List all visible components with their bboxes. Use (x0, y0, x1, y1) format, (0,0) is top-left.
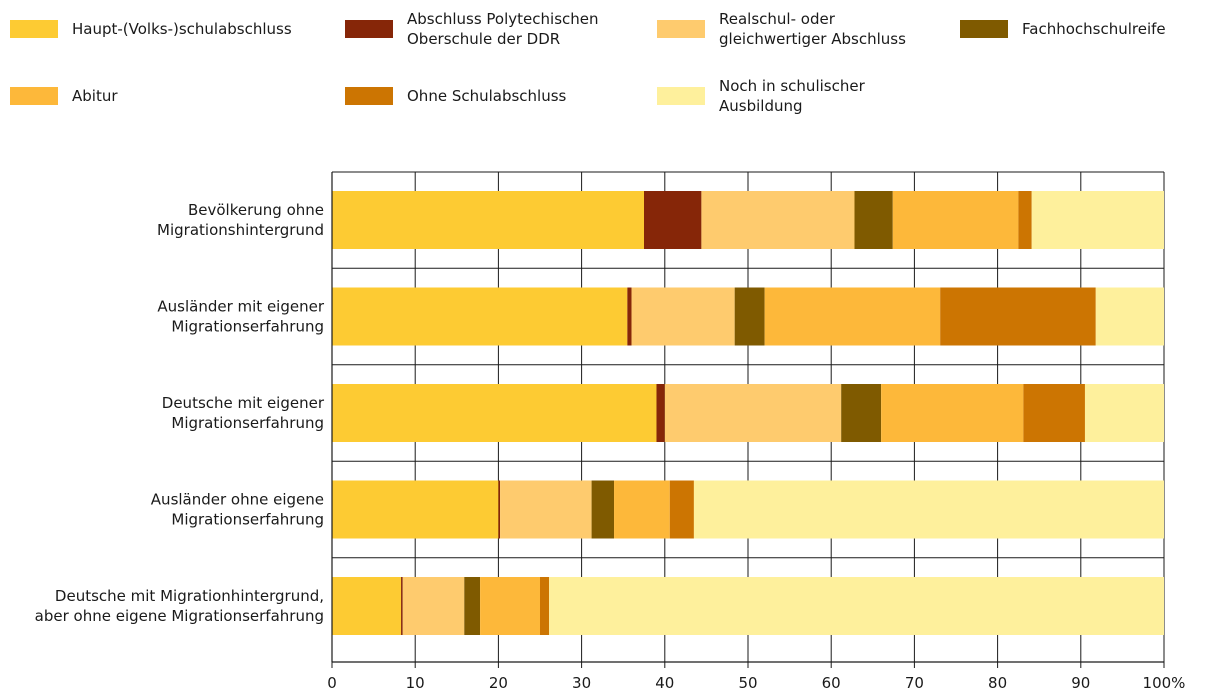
bar-segment (500, 480, 592, 539)
category-labels: Bevölkerung ohne Migrationshintergrund Aus… (35, 201, 325, 625)
legend-label: Abitur (72, 87, 118, 105)
legend-swatch (657, 20, 705, 38)
x-tick-label: 90 (1071, 674, 1090, 692)
legend-item: Fachhochschulreife (960, 20, 1166, 38)
bars (332, 191, 1164, 635)
legend-swatch (10, 87, 58, 105)
bar-segment (540, 577, 550, 635)
bar-segment (591, 480, 615, 539)
bar-segment (734, 287, 765, 346)
bar-segment (464, 577, 481, 635)
bar-segment (881, 384, 1024, 442)
x-tick-label: 70 (905, 674, 924, 692)
legend: Haupt-(Volks-)schulabschluss Abschluss Po… (10, 10, 1166, 115)
legend-swatch (345, 20, 393, 38)
x-tick-label: 30 (572, 674, 591, 692)
legend-item: Abschluss Polytechischen Oberschule der D… (345, 10, 599, 48)
bar-segment (627, 287, 632, 346)
bar-segment (1084, 384, 1164, 442)
legend-label: Realschul- oder gleichwertiger Abschluss (719, 10, 906, 48)
legend-label: Fachhochschulreife (1022, 20, 1166, 38)
bar-segment (332, 384, 657, 442)
x-tick-label: 50 (738, 674, 757, 692)
legend-item: Realschul- oder gleichwertiger Abschluss (657, 10, 906, 48)
bar-segment (332, 191, 644, 249)
bar-segment (332, 480, 499, 539)
bar-segment (332, 287, 628, 346)
x-tick-label: 80 (988, 674, 1007, 692)
bar-segment (401, 577, 403, 635)
category-label: Deutsche mit Migrationhintergrund, aber o… (35, 587, 324, 625)
category-label: Bevölkerung ohne Migrationshintergrund (157, 201, 324, 239)
bar-segment (841, 384, 882, 442)
bar-segment (669, 480, 694, 539)
legend-item: Haupt-(Volks-)schulabschluss (10, 20, 292, 38)
legend-item: Noch in schulischer Ausbildung (657, 77, 866, 115)
legend-item: Ohne Schulabschluss (345, 87, 567, 105)
legend-swatch (10, 20, 58, 38)
bar-segment (656, 384, 665, 442)
bar-segment (332, 577, 402, 635)
legend-label: Noch in schulischer Ausbildung (719, 77, 866, 115)
bar-segment (1031, 191, 1164, 249)
legend-label: Ohne Schulabschluss (407, 87, 567, 105)
x-tick-label: 60 (822, 674, 841, 692)
bar-segment (644, 191, 702, 249)
bar-segment (614, 480, 670, 539)
plot-area (331, 171, 1165, 668)
x-tick-label: 20 (489, 674, 508, 692)
bar-segment (480, 577, 540, 635)
legend-item: Abitur (10, 87, 118, 105)
x-tick-label: 100% (1143, 674, 1186, 692)
legend-swatch (960, 20, 1008, 38)
bar-segment (764, 287, 941, 346)
bar-segment (940, 287, 1096, 346)
bar-segment (1018, 191, 1032, 249)
axes (331, 172, 1165, 668)
x-tick-label: 0 (327, 674, 337, 692)
category-label: Ausländer ohne eigene Migrationserfahrung (151, 491, 324, 529)
bar-segment (631, 287, 735, 346)
legend-label: Haupt-(Volks-)schulabschluss (72, 20, 292, 38)
bar-segment (664, 384, 842, 442)
legend-swatch (345, 87, 393, 105)
x-tick-labels: 0 10 20 30 40 50 60 70 80 90 100% (327, 674, 1185, 692)
x-tick-label: 40 (655, 674, 674, 692)
bar-segment (1095, 287, 1164, 346)
bar-segment (892, 191, 1019, 249)
bar-segment (854, 191, 893, 249)
bar-segment (1023, 384, 1085, 442)
x-tick-label: 10 (406, 674, 425, 692)
bar-segment (402, 577, 465, 635)
category-label: Ausländer mit eigener Migrationserfahrung (157, 298, 324, 336)
bar-segment (693, 480, 1164, 539)
bar-segment (549, 577, 1164, 635)
legend-label: Abschluss Polytechischen Oberschule der D… (407, 10, 599, 48)
bar-segment (498, 480, 501, 539)
category-label: Deutsche mit eigener Migrationserfahrung (162, 394, 325, 432)
bar-segment (701, 191, 855, 249)
legend-swatch (657, 87, 705, 105)
